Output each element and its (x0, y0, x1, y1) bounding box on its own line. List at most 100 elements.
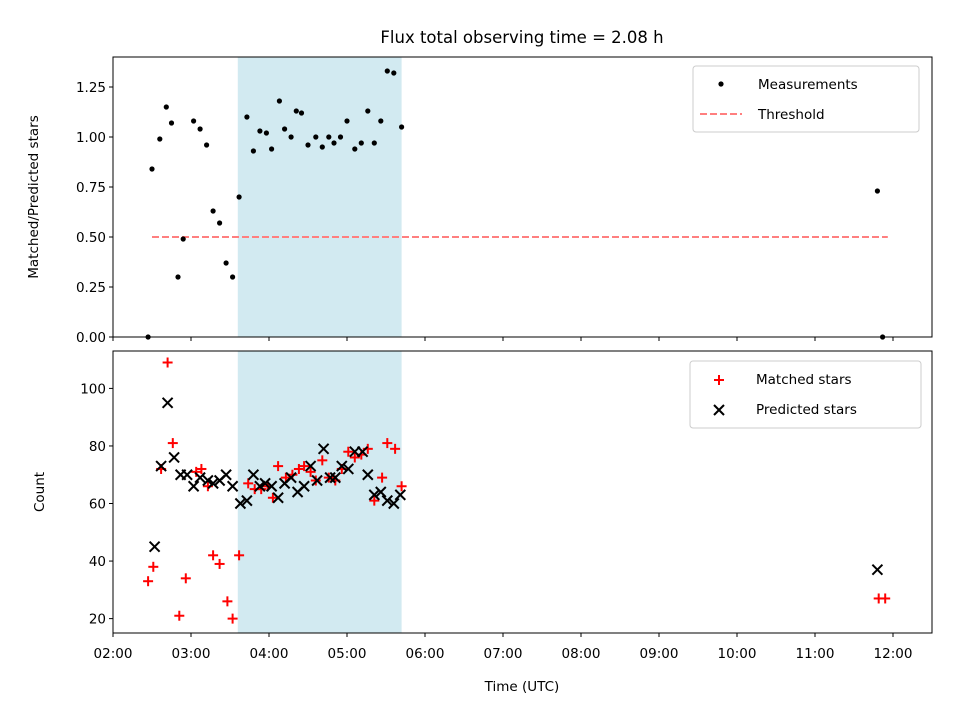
measurement-point (344, 118, 350, 124)
measurement-point (244, 114, 250, 120)
measurement-point (163, 104, 169, 110)
measurement-point (282, 126, 288, 132)
bottom-legend-box (689, 360, 922, 429)
bottom-legend: Matched stars Predicted stars (689, 360, 922, 429)
measurement-point (365, 108, 371, 114)
predicted-point (356, 446, 369, 458)
predicted-point (871, 563, 884, 576)
x-tick-label: 08:00 (562, 646, 601, 662)
predicted-point (220, 469, 232, 481)
measurement-point (180, 236, 186, 242)
predicted-point (168, 451, 180, 464)
measurement-point (210, 208, 216, 214)
y-tick-label: 20 (89, 612, 106, 628)
matched-point (317, 455, 328, 466)
y-tick-label: 0.25 (76, 280, 106, 296)
measurement-point (331, 140, 337, 146)
matched-point (167, 438, 178, 449)
top-y-ticks: 0.00 0.25 0.50 0.75 1.00 1.25 (76, 80, 113, 346)
measurement-point (293, 108, 299, 114)
x-tick-label: 04:00 (250, 646, 289, 662)
matched-point (369, 495, 380, 506)
measurement-point (378, 118, 384, 124)
measurement-point (217, 220, 223, 226)
predicted-point (329, 471, 342, 484)
y-tick-label: 0.00 (76, 330, 106, 346)
legend-predicted-marker (713, 404, 725, 416)
matched-point (214, 558, 225, 569)
x-tick-label: 05:00 (328, 646, 367, 662)
predicted-point (394, 489, 407, 501)
legend-matched-marker (714, 375, 724, 385)
predicted-points (148, 397, 884, 576)
top-panel: 0.00 0.25 0.50 0.75 1.00 1.25 Matched/Predict… (26, 56, 933, 346)
matched-point (273, 461, 284, 472)
top-axes-frame (112, 56, 933, 338)
measurement-point (305, 142, 311, 148)
measurement-point (149, 166, 155, 172)
measurement-points (145, 68, 886, 340)
matched-point (377, 472, 388, 483)
predicted-point (298, 480, 310, 492)
matched-point (390, 443, 401, 454)
matched-point (382, 438, 393, 449)
bottom-y-ticks: 20 40 60 80 100 (80, 381, 113, 628)
predicted-point (381, 494, 394, 507)
legend-dot (718, 81, 724, 87)
predicted-point (311, 474, 323, 487)
predicted-point (187, 480, 200, 492)
x-tick-label: 12:00 (874, 646, 913, 662)
predicted-point (234, 497, 247, 510)
predicted-point (324, 471, 336, 484)
measurement-point (236, 194, 242, 200)
bottom-panel: 20 40 60 80 100 02:00 03:00 04:00 05:00 06:00 07:… (32, 350, 933, 695)
matched-point (243, 478, 254, 489)
predicted-point (304, 460, 317, 472)
y-tick-label: 0.50 (76, 230, 106, 246)
matched-point (234, 550, 245, 561)
measurement-point (276, 98, 282, 104)
predicted-point (317, 443, 330, 455)
predicted-point (272, 492, 284, 504)
predicted-point (148, 540, 161, 553)
measurement-point (257, 128, 263, 134)
predicted-point (336, 460, 348, 472)
matched-point (880, 593, 891, 604)
top-legend-box (692, 65, 920, 133)
matched-point (305, 466, 316, 477)
legend-plus (714, 375, 724, 385)
x-tick-label: 03:00 (172, 646, 211, 662)
predicted-point (388, 497, 400, 510)
x-tick-label: 09:00 (640, 646, 679, 662)
matched-point (299, 461, 310, 472)
y-tick-label: 100 (80, 381, 106, 397)
highlight-rect (237, 57, 402, 337)
x-tick-label: 11:00 (796, 646, 835, 662)
x-axis-label: Time (UTC) (484, 679, 560, 695)
predicted-point (226, 480, 239, 492)
measurement-point (250, 148, 256, 154)
predicted-point (362, 469, 374, 481)
matched-point (267, 492, 278, 503)
predicted-point (368, 489, 381, 501)
top-x-ticks (112, 337, 894, 341)
legend-predicted-label: Predicted stars (756, 402, 857, 418)
measurement-point (263, 130, 269, 136)
predicted-point (259, 477, 271, 490)
y-tick-label: 40 (89, 554, 106, 570)
y-tick-label: 0.75 (76, 180, 106, 196)
top-legend: Measurements Threshold (692, 65, 920, 133)
predicted-point (207, 477, 219, 490)
bottom-y-axis-label: Count (32, 472, 48, 512)
measurement-point (384, 68, 390, 74)
predicted-point (181, 469, 193, 481)
measurement-point (191, 118, 197, 124)
y-tick-label: 1.00 (76, 130, 106, 146)
predicted-point (342, 463, 355, 475)
matched-point (293, 463, 304, 474)
highlight-rect (237, 351, 402, 633)
y-tick-label: 60 (89, 497, 106, 513)
measurement-point (399, 124, 405, 130)
predicted-point (194, 471, 206, 484)
